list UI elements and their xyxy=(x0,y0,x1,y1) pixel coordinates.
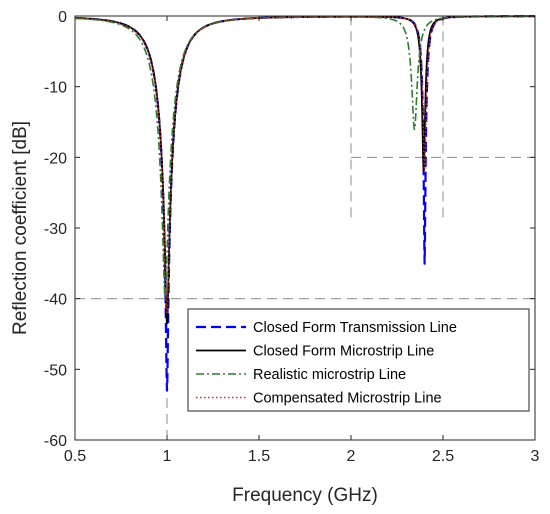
y-tick-label: -30 xyxy=(44,221,67,238)
x-tick-label: 0.5 xyxy=(64,448,86,465)
axis-ticks xyxy=(74,15,536,441)
y-tick-label: -60 xyxy=(44,433,67,450)
legend-label-3: Realistic microstrip Line xyxy=(253,367,406,383)
x-tick-label: 2 xyxy=(347,448,356,465)
x-tick-label: 1.5 xyxy=(248,448,270,465)
y-tick-label: -50 xyxy=(44,362,67,379)
legend-label-4: Compensated Microstrip Line xyxy=(253,391,442,407)
y-tick-label: 0 xyxy=(58,9,67,26)
x-tick-label: 3 xyxy=(531,448,540,465)
y-tick-label: -20 xyxy=(44,150,67,167)
x-axis-label: Frequency (GHz) xyxy=(232,485,378,506)
x-tick-label: 2.5 xyxy=(432,448,454,465)
series-line-4 xyxy=(74,15,536,314)
y-axis-label: Reflection coefficient [dB] xyxy=(10,121,31,335)
y-tick-label: -40 xyxy=(44,292,67,309)
y-tick-labels: 0 -10 -20 -30 -40 -50 -60 xyxy=(44,9,67,450)
legend: Closed Form Transmission Line Closed Form… xyxy=(187,308,530,412)
series-layer xyxy=(74,15,536,392)
y-tick-label: -10 xyxy=(44,80,67,97)
legend-label-1: Closed Form Transmission Line xyxy=(253,320,457,336)
legend-label-2: Closed Form Microstrip Line xyxy=(253,344,434,360)
x-tick-labels: 0.5 1 1.5 2 2.5 3 xyxy=(64,448,540,465)
x-tick-label: 1 xyxy=(163,448,172,465)
